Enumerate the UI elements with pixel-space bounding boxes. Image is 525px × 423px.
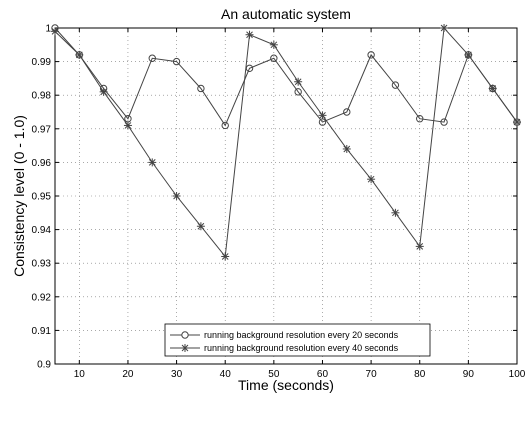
series-1-point: [416, 115, 424, 123]
series-2-point: [415, 242, 424, 251]
y-axis-ticks: 0.9 0.91 0.92 0.93 0.94 0.95 0.96 0.97 0.98 0.99 1: [32, 24, 517, 371]
y-tick-label: 0.92: [32, 292, 52, 303]
x-tick-label: 70: [366, 369, 378, 380]
y-tick-label: 0.94: [32, 225, 52, 236]
series-layer: [51, 24, 521, 261]
legend-box: [164, 323, 431, 357]
series-1-point: [221, 121, 229, 130]
legend-marker-series-2: [181, 344, 189, 352]
y-axis-label: Consistency level (0 - 1.0): [11, 115, 27, 277]
series-1: [51, 24, 521, 130]
series-1-point: [148, 54, 156, 62]
series-2-point: [99, 87, 108, 96]
series-2-point: [391, 208, 400, 217]
series-1-point: [440, 118, 448, 126]
series-1-point: [270, 54, 278, 62]
series-2-point: [196, 222, 205, 231]
x-tick-label: 80: [414, 369, 426, 380]
series-2-point: [148, 158, 157, 167]
grid-lines: [55, 28, 517, 364]
y-tick-label: 0.95: [32, 192, 52, 203]
chart-title: An automatic system: [221, 6, 351, 22]
legend-label-series-2: running background resolution every 40 s…: [204, 343, 399, 353]
legend-label-series-1: running background resolution every 20 s…: [204, 330, 399, 340]
series-2-point: [51, 27, 59, 36]
series-2-point: [440, 24, 449, 32]
series-2-point: [123, 121, 132, 130]
series-2-point: [367, 175, 376, 184]
series-2-point: [488, 84, 497, 93]
series-2-point: [513, 118, 521, 127]
series-2-point: [342, 144, 351, 153]
series-2-point: [221, 252, 230, 261]
y-tick-label: 0.96: [32, 158, 52, 169]
series-2-line: [54, 26, 518, 258]
series-1-point: [197, 84, 205, 93]
y-tick-label: 1: [45, 24, 51, 35]
x-tick-label: 90: [463, 369, 475, 380]
x-axis-ticks: 10 20 30 40 50 60 70 80 90 100: [74, 28, 525, 380]
y-tick-label: 0.97: [32, 124, 52, 135]
legend: running background resolution every 20 s…: [164, 323, 431, 357]
series-1-point: [367, 51, 375, 59]
series-1-point: [391, 81, 400, 89]
x-tick-label: 30: [171, 369, 183, 380]
y-tick-label: 0.98: [32, 91, 52, 102]
series-2-point: [294, 77, 303, 86]
x-tick-label: 10: [74, 369, 86, 380]
x-tick-label: 60: [317, 369, 329, 380]
series-1-point: [343, 108, 351, 116]
series-2: [51, 24, 521, 261]
y-tick-label: 0.91: [32, 326, 52, 337]
x-tick-label: 20: [122, 369, 134, 380]
series-1-point: [294, 88, 302, 96]
x-tick-label: 100: [509, 369, 525, 380]
series-2-point: [75, 50, 84, 59]
series-2-point: [318, 111, 327, 120]
series-1-point: [172, 57, 181, 66]
series-2-point: [245, 30, 254, 39]
y-tick-label: 0.99: [32, 57, 52, 68]
x-axis-label: Time (seconds): [238, 377, 334, 393]
y-tick-label: 0.93: [32, 259, 52, 270]
legend-marker-series-1: [181, 331, 189, 339]
series-2-point: [464, 50, 473, 59]
x-tick-label: 50: [268, 369, 280, 380]
series-1-line: [54, 27, 518, 127]
y-tick-label: 0.9: [37, 360, 51, 371]
x-tick-label: 40: [220, 369, 232, 380]
series-2-point: [172, 192, 181, 200]
series-2-point: [269, 40, 278, 49]
